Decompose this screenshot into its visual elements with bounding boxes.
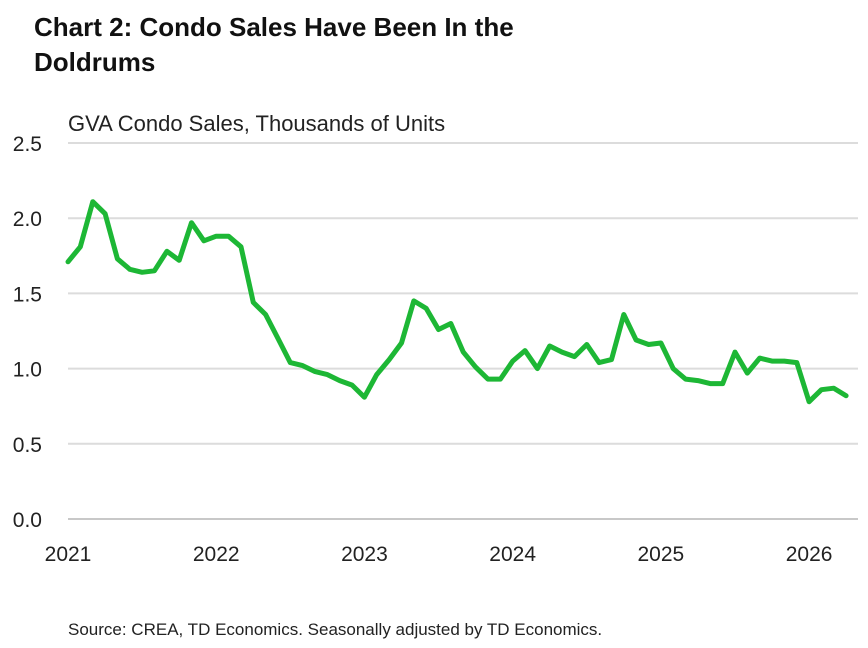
y-tick-label: 0.0 [13,509,42,532]
y-tick-label: 2.5 [13,133,42,156]
x-tick-labels: 2021 2022 2023 2024 2025 2026 [45,543,833,566]
y-tick-labels: 0.0 0.5 1.0 1.5 2.0 2.5 [13,133,42,532]
y-tick-label: 1.0 [13,359,42,382]
y-tick-label: 0.5 [13,434,42,457]
gridlines [68,142,858,520]
y-axis-label: GVA Condo Sales, Thousands of Units [68,111,445,136]
x-tick-label: 2021 [45,543,92,566]
source-footnote: Source: CREA, TD Economics. Seasonally a… [68,620,603,639]
series-group [65,199,849,405]
series-line [65,199,849,405]
x-tick-label: 2024 [489,543,536,566]
x-tick-label: 2022 [193,543,240,566]
y-tick-label: 1.5 [13,283,42,306]
x-tick-label: 2026 [786,543,833,566]
y-tick-label: 2.0 [13,208,42,231]
chart-title: Chart 2: Condo Sales Have Been In the Do… [34,12,514,77]
x-tick-label: 2025 [638,543,685,566]
x-tick-label: 2023 [341,543,388,566]
